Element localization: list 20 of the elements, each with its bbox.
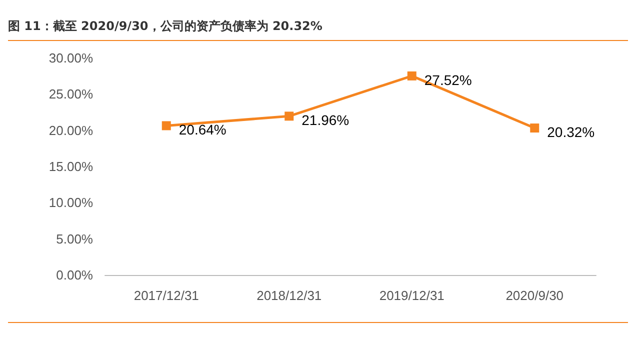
data-label: 21.96% (302, 112, 350, 128)
data-label: 20.32% (547, 124, 595, 140)
x-tick-label: 2020/9/30 (506, 288, 564, 303)
y-tick-label: 0.00% (56, 268, 94, 282)
chart-title: 图 11：截至 2020/9/30，公司的资产负债率为 20.32% (8, 18, 628, 41)
y-tick-label: 5.00% (56, 231, 94, 246)
y-tick-label: 20.00% (48, 122, 94, 138)
y-tick-label: 25.00% (48, 86, 94, 102)
y-tick-label: 15.00% (48, 159, 94, 174)
y-tick-label: 30.00% (48, 50, 94, 66)
point (284, 112, 294, 121)
data-label: 27.52% (424, 72, 472, 88)
point (162, 121, 171, 130)
point (407, 71, 416, 80)
data-label: 20.64% (178, 122, 226, 138)
x-tick-label: 2018/12/31 (256, 288, 322, 303)
x-tick-label: 2017/12/31 (134, 288, 199, 303)
point (530, 124, 540, 133)
x-tick-label: 2019/12/31 (379, 288, 444, 303)
y-tick-label: 10.00% (48, 195, 94, 210)
